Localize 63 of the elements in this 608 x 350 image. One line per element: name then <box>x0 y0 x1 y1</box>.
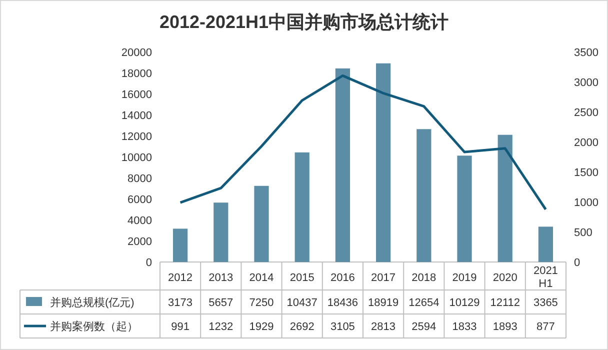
data-label: 991 <box>171 321 190 333</box>
x-tick-label: 2013 <box>208 272 234 284</box>
x-tick-label: 2021 H1 <box>533 265 558 290</box>
data-label: 2813 <box>371 321 396 333</box>
y-tick-label: 20000 <box>121 47 152 59</box>
y-tick-label: 14000 <box>121 110 152 122</box>
bar <box>294 152 310 262</box>
y2-tick-label: 0 <box>574 257 580 269</box>
y-tick-label: 2000 <box>128 236 152 248</box>
y-tick-label: 0 <box>146 257 152 269</box>
legend-label: 并购案例数（起） <box>50 320 138 333</box>
bar <box>538 226 554 262</box>
data-label: 10129 <box>449 297 480 309</box>
y-tick-label: 10000 <box>121 152 152 164</box>
data-label: 18436 <box>327 297 358 309</box>
line-series <box>179 74 547 211</box>
y2-tick-label: 2500 <box>574 107 598 119</box>
bar <box>172 228 188 262</box>
x-tick-label: 2020 <box>492 272 518 284</box>
data-label: 1232 <box>208 321 234 333</box>
y2-tick-label: 2000 <box>574 137 598 149</box>
x-tick-label: 2016 <box>330 272 355 284</box>
x-tick-label: 2017 <box>371 272 396 284</box>
data-label: 12654 <box>408 297 440 309</box>
y2-tick-label: 500 <box>574 227 592 239</box>
data-label: 1893 <box>492 321 518 333</box>
data-label: 3365 <box>533 297 558 309</box>
y2-tick-label: 1000 <box>574 197 598 209</box>
data-label: 2692 <box>290 321 314 333</box>
x-tick-label: 2015 <box>290 272 314 284</box>
data-label: 877 <box>536 321 555 333</box>
y-tick-label: 12000 <box>121 131 152 143</box>
data-label: 18919 <box>368 297 399 309</box>
bar <box>457 156 472 262</box>
x-tick-label: 2019 <box>452 272 477 284</box>
y-tick-label: 18000 <box>121 68 152 80</box>
bar <box>376 63 391 262</box>
x-tick-label: 2018 <box>412 272 436 284</box>
data-label: 1929 <box>249 321 274 333</box>
y2-tick-label: 1500 <box>574 167 598 179</box>
data-label: 12112 <box>490 297 520 309</box>
data-label: 3105 <box>330 321 355 333</box>
y-tick-label: 16000 <box>121 89 152 101</box>
legend-label: 并购总规模(亿元) <box>50 296 134 309</box>
bar <box>214 202 228 262</box>
bar <box>254 186 269 262</box>
bar <box>416 129 432 262</box>
chart-title: 2012-2021H1中国并购市场总计统计 <box>159 12 449 32</box>
y-tick-label: 4000 <box>128 215 152 227</box>
data-label: 10437 <box>286 297 318 309</box>
bar <box>335 68 350 262</box>
x-tick-label: 2014 <box>249 272 274 284</box>
y-tick-label: 6000 <box>128 194 152 206</box>
x-tick-label: 2012 <box>168 272 193 284</box>
bar <box>498 134 512 262</box>
data-label: 3173 <box>168 297 193 309</box>
y2-tick-label: 3000 <box>574 77 598 89</box>
y-tick-label: 8000 <box>128 173 152 185</box>
data-label: 1833 <box>452 321 477 333</box>
data-label: 5657 <box>208 297 234 309</box>
data-label: 2594 <box>412 321 436 333</box>
y2-tick-label: 3500 <box>574 47 598 59</box>
data-label: 7250 <box>249 297 274 309</box>
